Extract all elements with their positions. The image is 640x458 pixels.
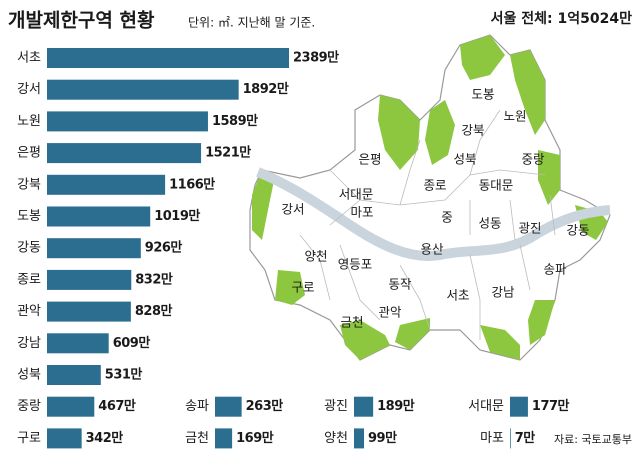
chart-title: 개발제한구역 현황 xyxy=(8,9,155,32)
value-label: 189만 xyxy=(377,398,415,414)
han-river xyxy=(256,167,611,261)
bar xyxy=(47,79,239,100)
value-label: 169만 xyxy=(236,430,274,446)
map-label: 중 xyxy=(441,210,453,225)
map-label: 송파 xyxy=(543,262,567,277)
value-label: 832만 xyxy=(135,271,173,287)
map-label: 서초 xyxy=(446,288,469,303)
map-label: 서대문 xyxy=(339,187,374,202)
value-label: 926만 xyxy=(145,240,183,256)
value-label: 99만 xyxy=(368,430,397,446)
value-label: 1521만 xyxy=(205,145,251,161)
bar xyxy=(354,396,374,417)
map-label: 동작 xyxy=(388,277,412,292)
map-label: 강남 xyxy=(491,285,515,300)
category-label: 관악 xyxy=(17,304,41,319)
bar xyxy=(47,396,95,417)
map-label: 양천 xyxy=(304,249,327,264)
chart-subtitle: 단위: ㎡. 지난해 말 기준. xyxy=(188,16,315,30)
category-label: 송파 xyxy=(185,399,209,414)
bar xyxy=(47,111,208,132)
category-label: 종로 xyxy=(17,272,41,287)
map-label: 중랑 xyxy=(521,152,545,167)
bar xyxy=(510,396,528,417)
value-label: 2389만 xyxy=(293,50,339,66)
category-label: 은평 xyxy=(17,146,41,161)
bar xyxy=(47,365,101,385)
value-label: 1589만 xyxy=(212,113,258,129)
category-label: 성북 xyxy=(17,368,41,383)
map-label: 노원 xyxy=(503,109,526,124)
value-label: 828만 xyxy=(135,303,173,319)
bar xyxy=(47,428,82,449)
map-label: 강동 xyxy=(566,223,589,238)
bar xyxy=(215,428,233,449)
map-label: 마포 xyxy=(350,205,373,220)
bar xyxy=(47,333,109,354)
map-label: 관악 xyxy=(378,305,402,320)
value-label: 467만 xyxy=(98,398,136,414)
value-label: 531만 xyxy=(105,367,143,383)
bar xyxy=(47,143,202,164)
map-label: 영등포 xyxy=(338,257,373,272)
bar xyxy=(47,238,141,259)
category-label: 강동 xyxy=(17,241,41,256)
value-label: 609만 xyxy=(113,335,151,351)
map-label: 구로 xyxy=(291,280,314,295)
total-annotation: 서울 전체: 1억5024만 xyxy=(491,10,632,27)
map-label: 성동 xyxy=(478,216,501,231)
source: 자료: 국토교통부 xyxy=(554,433,632,446)
bar xyxy=(215,396,242,417)
value-label: 1019만 xyxy=(154,208,200,224)
bar xyxy=(47,269,132,290)
map-label: 은평 xyxy=(358,152,381,167)
map-label: 동대문 xyxy=(479,178,514,193)
category-label: 구로 xyxy=(17,431,41,446)
category-label: 노원 xyxy=(17,114,41,129)
map-label: 강북 xyxy=(461,123,484,138)
map-label: 도봉 xyxy=(471,87,494,102)
map-label: 광진 xyxy=(518,221,541,236)
category-label: 서대문 xyxy=(468,399,504,414)
value-label: 1892만 xyxy=(243,81,289,97)
category-label: 광진 xyxy=(324,399,348,414)
category-label: 양천 xyxy=(324,431,348,446)
value-label: 7만 xyxy=(515,430,536,446)
value-label: 177만 xyxy=(532,398,570,414)
bar xyxy=(354,428,365,449)
map-label: 금천 xyxy=(340,315,363,330)
map-label: 종로 xyxy=(423,178,446,193)
category-label: 서초 xyxy=(17,51,41,66)
category-label: 마포 xyxy=(480,431,504,446)
value-label: 1166만 xyxy=(169,176,215,192)
category-label: 중랑 xyxy=(17,399,41,414)
category-label: 강북 xyxy=(17,177,41,192)
map-label: 강서 xyxy=(281,202,304,217)
bar xyxy=(510,428,511,449)
map-label: 용산 xyxy=(420,242,444,257)
map-label: 성북 xyxy=(453,152,476,167)
district-borders xyxy=(299,109,556,340)
map-outline xyxy=(249,34,611,361)
bar xyxy=(47,301,131,322)
bar xyxy=(47,48,289,68)
value-label: 342만 xyxy=(86,430,124,446)
seoul-map: 도봉 노원 강북 은평 성북 중랑 서대문 종로 동대문 강서 마포 중 성동 … xyxy=(249,34,611,361)
value-label: 263만 xyxy=(246,398,284,414)
category-label: 금천 xyxy=(185,431,209,446)
bar xyxy=(47,206,151,227)
category-label: 강남 xyxy=(17,336,41,351)
category-label: 도봉 xyxy=(17,209,41,224)
category-label: 강서 xyxy=(17,82,41,97)
bar xyxy=(47,174,166,195)
